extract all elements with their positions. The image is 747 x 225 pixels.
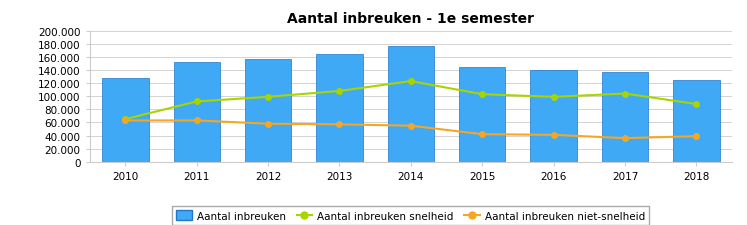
- Bar: [673, 80, 719, 162]
- Bar: [388, 47, 434, 162]
- Bar: [459, 67, 506, 162]
- Bar: [173, 63, 220, 162]
- Bar: [245, 60, 291, 162]
- Legend: Aantal inbreuken, Aantal inbreuken snelheid, Aantal inbreuken niet-snelheid: Aantal inbreuken, Aantal inbreuken snelh…: [173, 206, 649, 225]
- Bar: [316, 54, 362, 162]
- Bar: [530, 71, 577, 162]
- Title: Aantal inbreuken - 1e semester: Aantal inbreuken - 1e semester: [288, 12, 534, 26]
- Bar: [102, 79, 149, 162]
- Bar: [602, 73, 648, 162]
